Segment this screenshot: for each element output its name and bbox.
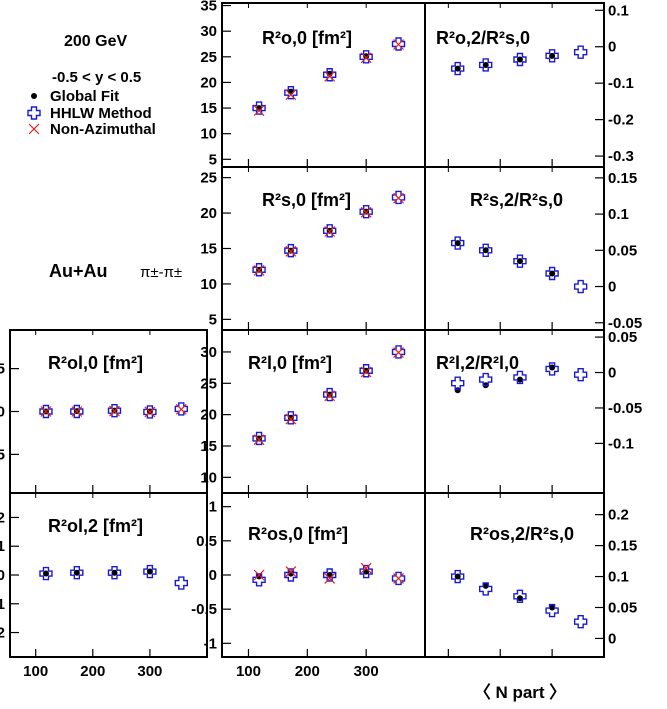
y-tick-label: 0.05 xyxy=(608,599,637,616)
energy-label: 200 GeV xyxy=(64,33,127,51)
y-tick-label: 25 xyxy=(200,49,217,66)
hhlw-method-point xyxy=(575,281,587,293)
y-tick-label: 0.1 xyxy=(608,2,629,19)
global-fit-point xyxy=(31,93,37,99)
y-tick-label: 0.1 xyxy=(608,569,629,586)
x-tick-label: 100 xyxy=(23,663,48,680)
non-azimuthal-point xyxy=(394,348,404,358)
x-tick-label: 300 xyxy=(354,663,379,680)
y-tick-label: 0 xyxy=(608,39,616,56)
y-tick-label: 0.15 xyxy=(608,170,637,187)
y-tick-label: 20 xyxy=(200,74,217,91)
y-tick-label: 0 xyxy=(0,404,5,421)
y-tick-label: 35 xyxy=(200,0,217,15)
y-tick-label: -2 xyxy=(0,625,5,642)
y-tick-label: 1 xyxy=(209,499,217,516)
y-tick-label: 20 xyxy=(200,407,217,424)
panel-label: R²s,2/R²s,0 xyxy=(470,190,563,210)
y-tick-label: -1 xyxy=(204,635,217,652)
panel-label: R²ol,0 [fm²] xyxy=(48,353,143,373)
y-tick-label: 0 xyxy=(0,567,5,584)
y-tick-label: 15 xyxy=(200,438,217,455)
y-tick-label: 30 xyxy=(200,344,217,361)
rapidity-label: -0.5 < y < 0.5 xyxy=(52,69,141,86)
y-tick-label: 30 xyxy=(200,23,217,40)
x-tick-label: 100 xyxy=(236,663,261,680)
panel-label: R²os,0 [fm²] xyxy=(248,524,348,544)
x-tick-label: 300 xyxy=(137,663,162,680)
y-tick-label: 25 xyxy=(200,375,217,392)
panel-label: R²os,2/R²s,0 xyxy=(470,524,574,544)
y-tick-label: 10 xyxy=(200,126,217,143)
y-tick-label: -0.1 xyxy=(608,435,634,452)
non-azimuthal-point xyxy=(145,407,155,417)
y-tick-label: 0.5 xyxy=(196,533,217,550)
non-azimuthal-point xyxy=(394,193,404,203)
panel-label: R²ol,2 [fm²] xyxy=(48,516,143,536)
non-azimuthal-point xyxy=(176,404,186,414)
hhlw-method-point xyxy=(575,46,587,58)
y-tick-label: 15 xyxy=(200,241,217,258)
y-tick-label: 15 xyxy=(200,100,217,117)
y-tick-label: 0 xyxy=(608,279,616,296)
panel-label: R²l,0 [fm²] xyxy=(248,353,332,373)
panel-label: R²s,0 [fm²] xyxy=(262,190,351,210)
y-tick-label: 0 xyxy=(209,567,217,584)
panel-label: R²o,0 [fm²] xyxy=(262,28,352,48)
non-azimuthal-point xyxy=(109,406,119,416)
y-tick-label: -1 xyxy=(0,596,5,613)
hhlw-method-point xyxy=(28,107,40,119)
non-azimuthal-point xyxy=(72,407,82,417)
y-tick-label: 0 xyxy=(608,365,616,382)
y-tick-label: 25 xyxy=(200,170,217,187)
legend-entry-global-fit: Global Fit xyxy=(50,88,119,105)
y-tick-label: -0.5 xyxy=(191,601,217,618)
y-tick-label: 0.2 xyxy=(608,507,629,524)
y-tick-label: 0 xyxy=(608,630,616,647)
y-tick-label: 10 xyxy=(200,276,217,293)
legend-entry-non-azimuthal: Non-Azimuthal xyxy=(50,121,156,138)
hhlw-method-point xyxy=(575,616,587,628)
legend-entry-hhlw-method: HHLW Method xyxy=(50,105,152,122)
x-tick-label: 200 xyxy=(295,663,320,680)
y-tick-label: 2 xyxy=(0,509,5,526)
y-tick-label: 5 xyxy=(209,311,217,328)
y-tick-label: 5 xyxy=(0,361,5,378)
y-tick-label: 20 xyxy=(200,205,217,222)
y-tick-label: -0.2 xyxy=(608,112,634,129)
y-tick-label: -0.3 xyxy=(608,148,634,165)
non-azimuthal-point xyxy=(394,40,404,50)
y-tick-label: -0.05 xyxy=(608,400,642,417)
y-tick-label: 0.05 xyxy=(608,242,637,259)
non-azimuthal-point xyxy=(41,407,51,417)
hhlw-method-point xyxy=(175,577,187,589)
hhlw-method-point xyxy=(575,369,587,381)
non-azimuthal-point xyxy=(29,124,39,134)
y-tick-label: -5 xyxy=(0,446,5,463)
y-tick-label: 0.15 xyxy=(608,538,637,555)
y-tick-label: 0.1 xyxy=(608,206,629,223)
pair-label: π±-π± xyxy=(140,264,182,281)
non-azimuthal-point xyxy=(394,573,404,583)
x-axis-label: 〈 N part 〉 xyxy=(474,682,567,702)
x-tick-label: 200 xyxy=(80,663,105,680)
y-tick-label: 5 xyxy=(209,151,217,168)
panel-label: R²o,2/R²s,0 xyxy=(436,28,530,48)
y-tick-label: -0.1 xyxy=(608,75,634,92)
y-tick-label: 0.05 xyxy=(608,329,637,346)
y-tick-label: 1 xyxy=(0,538,5,555)
y-tick-label: 10 xyxy=(200,469,217,486)
system-label: Au+Au xyxy=(49,261,108,282)
panel-label: R²l,2/R²l,0 xyxy=(436,353,519,373)
